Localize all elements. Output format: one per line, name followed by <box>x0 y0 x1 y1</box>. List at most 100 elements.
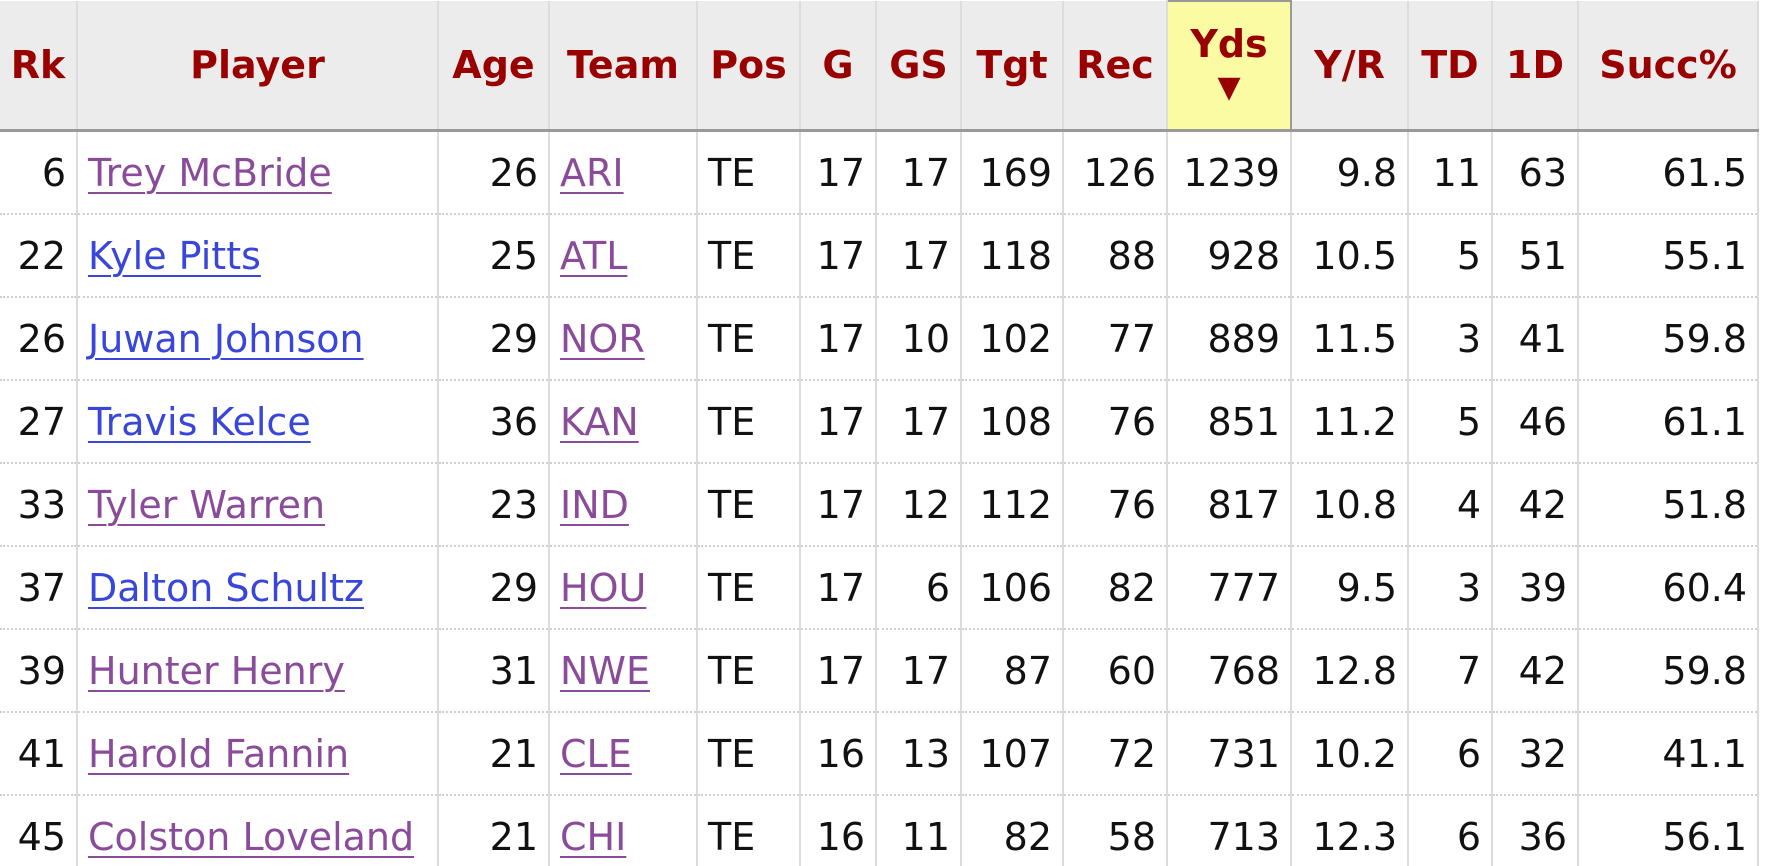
column-header[interactable]: Team <box>549 1 698 132</box>
cell: 21 <box>438 712 550 796</box>
header-label: Player <box>190 43 325 87</box>
cell: TE <box>697 629 801 713</box>
column-header[interactable]: 1D <box>1492 1 1579 132</box>
sort-arrow: ▼ <box>1217 69 1241 105</box>
cell: 61.1 <box>1578 380 1759 464</box>
cell: 17 <box>876 130 962 215</box>
cell: 6 <box>0 130 78 215</box>
cell: Colston Loveland <box>77 795 439 866</box>
cell: 76 <box>1063 463 1168 547</box>
cell: 6 <box>1408 795 1493 866</box>
cell: TE <box>697 463 801 547</box>
cell: 17 <box>876 214 962 298</box>
column-header[interactable]: Player <box>77 1 439 132</box>
cell: Tyler Warren <box>77 463 439 547</box>
column-header[interactable]: Succ% <box>1578 1 1759 132</box>
column-header[interactable]: TD <box>1408 1 1493 132</box>
player-link[interactable]: Travis Kelce <box>88 399 311 444</box>
cell: 63 <box>1492 130 1579 215</box>
cell: 12.8 <box>1291 629 1409 713</box>
cell: ATL <box>549 214 698 298</box>
column-header[interactable]: GS <box>876 1 962 132</box>
team-link[interactable]: KAN <box>560 399 639 444</box>
cell: 42 <box>1492 629 1579 713</box>
team-link[interactable]: HOU <box>560 565 647 610</box>
cell: 29 <box>438 297 550 381</box>
cell: 56.1 <box>1578 795 1759 866</box>
team-link[interactable]: NOR <box>560 316 645 361</box>
column-header[interactable]: Yds ▼ <box>1166 0 1292 132</box>
cell: Kyle Pitts <box>77 214 439 298</box>
cell: KAN <box>549 380 698 464</box>
header-label: Succ% <box>1599 43 1737 87</box>
cell: 4 <box>1408 463 1493 547</box>
cell: CLE <box>549 712 698 796</box>
column-header[interactable]: G <box>800 1 877 132</box>
player-link[interactable]: Trey McBride <box>88 150 332 195</box>
column-header[interactable]: Age <box>438 1 550 132</box>
cell: 10.8 <box>1291 463 1409 547</box>
column-header[interactable]: Rec <box>1063 1 1168 132</box>
cell: 16 <box>800 795 877 866</box>
team-link[interactable]: CLE <box>560 731 632 776</box>
cell: 107 <box>961 712 1064 796</box>
cell: 60.4 <box>1578 546 1759 630</box>
cell: 42 <box>1492 463 1579 547</box>
cell: 7 <box>1408 629 1493 713</box>
column-header[interactable]: Pos <box>697 1 801 132</box>
cell: Trey McBride <box>77 130 439 215</box>
player-link[interactable]: Tyler Warren <box>88 482 326 527</box>
team-link[interactable]: NWE <box>560 648 651 693</box>
cell: 76 <box>1063 380 1168 464</box>
cell: 126 <box>1063 130 1168 215</box>
header-label: Pos <box>710 43 787 87</box>
cell: 5 <box>1408 380 1493 464</box>
team-link[interactable]: CHI <box>560 814 627 859</box>
player-link[interactable]: Harold Fannin <box>88 731 350 776</box>
cell: 851 <box>1167 380 1292 464</box>
cell: 39 <box>1492 546 1579 630</box>
player-row: 37 Dalton Schultz 29 HOU TE 17 6 106 82 777 9.5 3 39… <box>0 546 1759 630</box>
header-label: G <box>822 43 854 87</box>
column-header[interactable]: Rk <box>0 1 78 132</box>
cell: Dalton Schultz <box>77 546 439 630</box>
cell: 82 <box>1063 546 1168 630</box>
cell: 51.8 <box>1578 463 1759 547</box>
cell: 17 <box>800 297 877 381</box>
column-header[interactable]: Y/R <box>1291 1 1409 132</box>
cell: 88 <box>1063 214 1168 298</box>
player-link[interactable]: Juwan Johnson <box>88 316 364 361</box>
player-link[interactable]: Kyle Pitts <box>88 233 261 278</box>
cell: TE <box>697 380 801 464</box>
cell: 72 <box>1063 712 1168 796</box>
player-row: 45 Colston Loveland 21 CHI TE 16 11 82 58 713 12.3… <box>0 795 1759 866</box>
team-link[interactable]: ARI <box>560 150 624 195</box>
cell: IND <box>549 463 698 547</box>
cell: TE <box>697 214 801 298</box>
cell: 39 <box>0 629 78 713</box>
cell: 55.1 <box>1578 214 1759 298</box>
cell: 61.5 <box>1578 130 1759 215</box>
cell: TE <box>697 712 801 796</box>
header-label: Tgt <box>976 43 1048 87</box>
cell: 118 <box>961 214 1064 298</box>
cell: 82 <box>961 795 1064 866</box>
player-link[interactable]: Colston Loveland <box>88 814 415 859</box>
cell: 9.5 <box>1291 546 1409 630</box>
column-header[interactable]: Tgt <box>961 1 1064 132</box>
cell: 12.3 <box>1291 795 1409 866</box>
cell: 37 <box>0 546 78 630</box>
cell: 3 <box>1408 546 1493 630</box>
cell: 10 <box>876 297 962 381</box>
header-label: Yds <box>1190 21 1268 66</box>
cell: 17 <box>800 463 877 547</box>
cell: 1239 <box>1167 130 1292 215</box>
player-link[interactable]: Hunter Henry <box>88 648 345 693</box>
team-link[interactable]: IND <box>560 482 629 527</box>
player-link[interactable]: Dalton Schultz <box>88 565 365 610</box>
cell: 58 <box>1063 795 1168 866</box>
cell: 45 <box>0 795 78 866</box>
cell: 6 <box>876 546 962 630</box>
team-link[interactable]: ATL <box>560 233 628 278</box>
